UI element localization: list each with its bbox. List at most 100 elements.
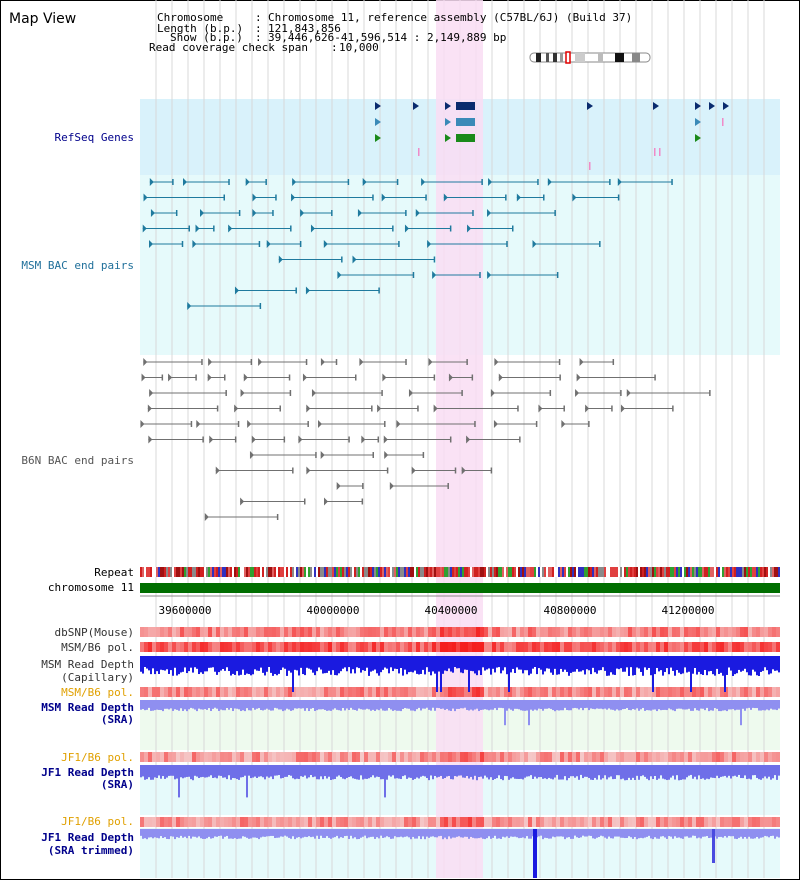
bac-end-marker[interactable] <box>147 404 152 413</box>
bac-end-marker[interactable] <box>252 209 257 217</box>
bac-end-marker[interactable] <box>362 178 367 186</box>
bac-end-marker[interactable] <box>143 358 148 366</box>
gene-marker[interactable] <box>695 102 701 110</box>
bac-end-marker[interactable] <box>228 224 233 233</box>
gene-marker[interactable] <box>445 102 451 110</box>
bac-end-marker[interactable] <box>461 466 466 475</box>
gene-block[interactable] <box>456 134 475 142</box>
bac-end-marker[interactable] <box>432 271 437 279</box>
bac-end-marker[interactable] <box>142 224 147 233</box>
bac-end-marker[interactable] <box>298 435 303 444</box>
bac-end-marker[interactable] <box>320 451 325 459</box>
bac-end-marker[interactable] <box>204 513 209 521</box>
bac-end-marker[interactable] <box>196 420 201 428</box>
gene-marker[interactable] <box>723 102 729 110</box>
bac-end-marker[interactable] <box>404 224 409 233</box>
bac-end-marker[interactable] <box>575 389 580 397</box>
bac-end-marker[interactable] <box>249 451 254 459</box>
bac-end-marker[interactable] <box>187 302 192 310</box>
bac-end-marker[interactable] <box>291 193 296 202</box>
gene-marker[interactable] <box>587 102 593 110</box>
bac-end-marker[interactable] <box>306 466 311 475</box>
bac-end-marker[interactable] <box>547 178 552 186</box>
bac-end-marker[interactable] <box>240 389 245 397</box>
bac-end-marker[interactable] <box>195 224 200 233</box>
bac-end-marker[interactable] <box>382 373 387 382</box>
bac-end-marker[interactable] <box>209 435 214 444</box>
bac-end-marker[interactable] <box>247 420 252 428</box>
bac-end-marker[interactable] <box>572 193 577 202</box>
bac-end-marker[interactable] <box>245 178 250 186</box>
msm-bac-pairs[interactable] <box>142 178 673 310</box>
gene-marker[interactable] <box>375 102 381 110</box>
bac-end-marker[interactable] <box>323 240 328 248</box>
bac-end-marker[interactable] <box>408 389 413 397</box>
bac-end-marker[interactable] <box>428 358 433 366</box>
bac-end-marker[interactable] <box>208 358 213 366</box>
bac-end-marker[interactable] <box>579 358 584 366</box>
bac-end-marker[interactable] <box>141 373 146 382</box>
bac-end-marker[interactable] <box>302 373 307 382</box>
bac-end-marker[interactable] <box>149 389 154 397</box>
bac-end-marker[interactable] <box>200 209 205 217</box>
bac-end-marker[interactable] <box>317 420 322 428</box>
bac-end-marker[interactable] <box>389 482 394 490</box>
bac-end-marker[interactable] <box>516 193 521 202</box>
gene-marker[interactable] <box>695 134 701 142</box>
bac-end-marker[interactable] <box>168 373 173 382</box>
bac-end-marker[interactable] <box>381 193 386 202</box>
bac-end-marker[interactable] <box>411 466 416 475</box>
bac-end-marker[interactable] <box>384 451 389 459</box>
gene-marker[interactable] <box>709 102 715 110</box>
bac-end-marker[interactable] <box>359 358 364 366</box>
bac-end-marker[interactable] <box>149 178 154 186</box>
bac-end-marker[interactable] <box>396 420 401 428</box>
gene-marker[interactable] <box>375 134 381 142</box>
bac-end-marker[interactable] <box>467 224 472 233</box>
bac-end-marker[interactable] <box>182 178 187 186</box>
bac-end-marker[interactable] <box>251 435 256 444</box>
bac-end-marker[interactable] <box>490 389 495 397</box>
bac-end-marker[interactable] <box>377 404 382 413</box>
bac-end-marker[interactable] <box>234 286 239 295</box>
bac-end-marker[interactable] <box>617 178 622 186</box>
gene-marker[interactable] <box>653 102 659 110</box>
bac-end-marker[interactable] <box>433 404 438 413</box>
bac-end-marker[interactable] <box>140 420 145 428</box>
bac-end-marker[interactable] <box>357 209 362 217</box>
gene-marker[interactable] <box>375 118 381 126</box>
gene-marker[interactable] <box>695 118 701 126</box>
bac-end-marker[interactable] <box>561 420 566 428</box>
bac-end-marker[interactable] <box>240 497 245 506</box>
bac-end-marker[interactable] <box>488 178 493 186</box>
gene-block[interactable] <box>456 118 475 126</box>
gene-marker[interactable] <box>445 118 451 126</box>
bac-end-marker[interactable] <box>336 482 341 490</box>
bac-end-marker[interactable] <box>243 373 248 382</box>
bac-end-marker[interactable] <box>258 358 263 366</box>
b6n-bac-pairs[interactable] <box>140 358 711 521</box>
bac-end-marker[interactable] <box>352 255 357 264</box>
gene-block[interactable] <box>456 102 475 110</box>
bac-end-marker[interactable] <box>278 255 283 264</box>
bac-end-marker[interactable] <box>149 240 154 248</box>
bac-end-marker[interactable] <box>266 240 271 248</box>
bac-end-marker[interactable] <box>234 404 239 413</box>
bac-end-marker[interactable] <box>320 358 325 366</box>
bac-end-marker[interactable] <box>207 373 212 382</box>
bac-end-marker[interactable] <box>300 209 305 217</box>
bac-end-marker[interactable] <box>306 404 311 413</box>
bac-end-marker[interactable] <box>620 404 625 413</box>
bac-end-marker[interactable] <box>143 193 148 202</box>
bac-end-marker[interactable] <box>427 240 432 248</box>
gene-marker[interactable] <box>413 102 419 110</box>
bac-end-marker[interactable] <box>323 497 328 506</box>
bac-end-marker[interactable] <box>493 420 498 428</box>
bac-end-marker[interactable] <box>498 373 503 382</box>
bac-end-marker[interactable] <box>443 193 448 202</box>
bac-end-marker[interactable] <box>150 209 155 217</box>
bac-end-marker[interactable] <box>148 435 153 444</box>
bac-end-marker[interactable] <box>252 193 257 202</box>
bac-end-marker[interactable] <box>337 271 342 279</box>
bac-end-marker[interactable] <box>494 358 499 366</box>
